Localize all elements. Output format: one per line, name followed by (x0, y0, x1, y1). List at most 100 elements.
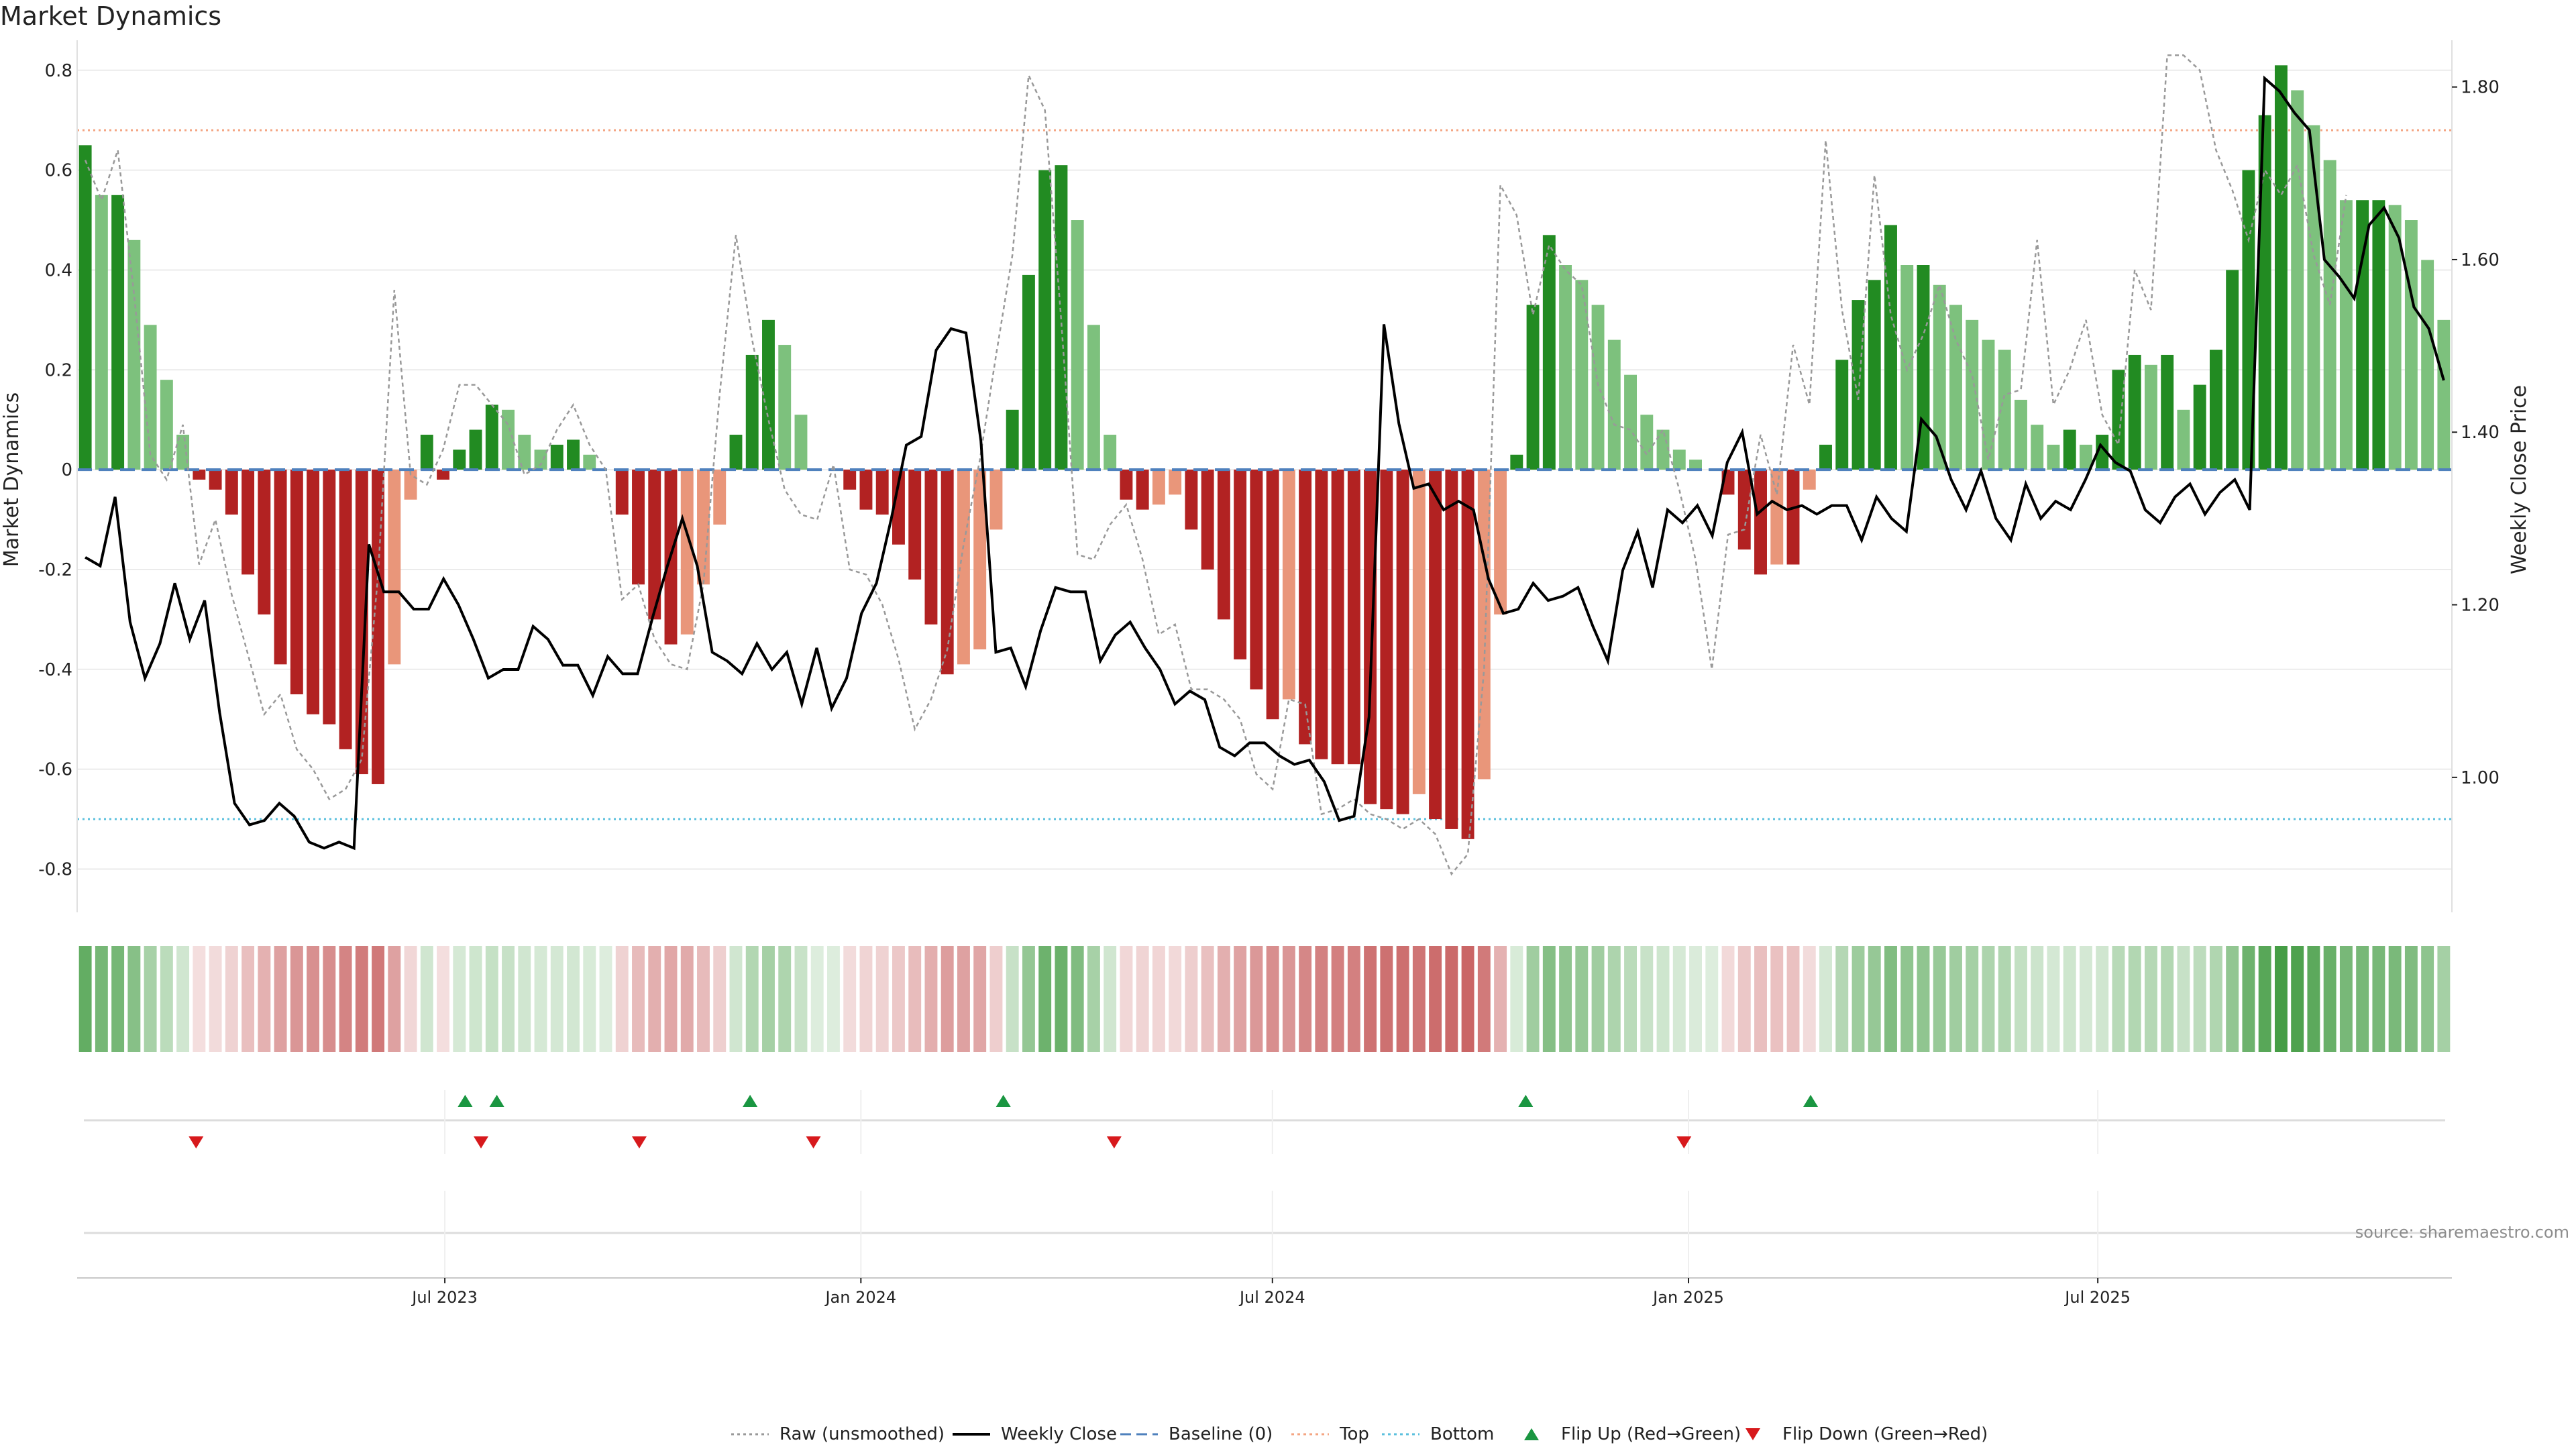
heat-cell (1347, 946, 1360, 1052)
heat-cell (127, 946, 141, 1052)
heat-cell (989, 946, 1003, 1052)
y-tick-label: -0.8 (38, 859, 72, 879)
heat-cell (274, 946, 287, 1052)
heat-cell (1071, 946, 1084, 1052)
bar (2291, 90, 2304, 470)
heat-cell (713, 946, 727, 1052)
bar (2096, 435, 2109, 470)
heat-cell (1689, 946, 1702, 1052)
heat-cell (859, 946, 873, 1052)
bar (1786, 470, 1800, 565)
bar (2323, 160, 2337, 470)
heat-cell (1234, 946, 1247, 1052)
bar (307, 470, 320, 714)
bar (2177, 409, 2190, 470)
bar (908, 470, 922, 580)
bar (1949, 305, 1962, 470)
bar (1884, 225, 1897, 470)
heat-cell (1104, 946, 1117, 1052)
bar (1998, 350, 2011, 470)
bar (697, 470, 710, 585)
bar (648, 470, 661, 620)
bar (778, 345, 792, 470)
legend-label: Bottom (1430, 1424, 1494, 1444)
heat-cell (1624, 946, 1638, 1052)
bar (1803, 470, 1816, 490)
heat-cell (2421, 946, 2434, 1052)
bar (875, 470, 889, 515)
bar (957, 470, 970, 665)
bar (225, 470, 238, 515)
heat-cell (144, 946, 157, 1052)
bar (2144, 364, 2157, 470)
flip-markers (84, 1090, 2445, 1278)
bar (1526, 305, 1540, 470)
heat-cell (2258, 946, 2271, 1052)
flip-up-marker (743, 1095, 758, 1107)
heat-cell (957, 946, 970, 1052)
heat-cell (2209, 946, 2222, 1052)
bar (1868, 280, 1881, 470)
flip-down-marker (1676, 1136, 1692, 1148)
bar-series (77, 65, 2452, 839)
heat-cell (2063, 946, 2076, 1052)
heat-cell (323, 946, 336, 1052)
heat-cell (1591, 946, 1605, 1052)
y-right-tick-label: 1.40 (2461, 423, 2500, 443)
y-tick-label: -0.6 (38, 760, 72, 780)
legend-item-close: Weekly Close (953, 1424, 1117, 1444)
heat-cell (225, 946, 238, 1052)
heat-cell (95, 946, 108, 1052)
bar (437, 470, 450, 480)
heat-cell (160, 946, 173, 1052)
legend-item-raw: Raw (unsmoothed) (731, 1424, 945, 1444)
heat-cell (1526, 946, 1540, 1052)
grid-layer (77, 69, 2452, 870)
heat-cell (1721, 946, 1735, 1052)
heat-cell (1884, 946, 1897, 1052)
y-tick-label: -0.4 (38, 660, 72, 680)
bar (680, 470, 694, 635)
heat-cell (778, 946, 792, 1052)
bar (1624, 374, 1638, 470)
bar (583, 454, 596, 470)
heat-cell (78, 946, 92, 1052)
y-tick-label: 0.6 (45, 161, 72, 181)
bar (209, 470, 222, 490)
heat-cell (1461, 946, 1474, 1052)
heat-cell (1803, 946, 1816, 1052)
heat-cell (241, 946, 255, 1052)
bar (1672, 449, 1686, 470)
bar (1250, 470, 1263, 690)
heat-cell (209, 946, 222, 1052)
bar (388, 470, 401, 665)
bar (989, 470, 1003, 530)
y-axis-label-right: Weekly Close Price (2508, 385, 2531, 574)
bar (274, 470, 287, 665)
heat-cell (2096, 946, 2109, 1052)
heat-cell (973, 946, 987, 1052)
heat-cell (2015, 946, 2027, 1052)
heat-cell (1851, 946, 1865, 1052)
bar (2063, 429, 2076, 470)
legend-label: Raw (unsmoothed) (780, 1424, 945, 1444)
bar (2307, 125, 2320, 470)
heat-cell (1656, 946, 1670, 1052)
bar (2421, 260, 2434, 470)
reference-lines (77, 129, 2452, 820)
heat-cell (355, 946, 368, 1052)
y-right-tick-label: 1.60 (2461, 250, 2500, 270)
bar (193, 470, 206, 480)
heat-cell (193, 946, 206, 1052)
bar (2193, 384, 2206, 470)
heat-cell (697, 946, 710, 1052)
bar (892, 470, 905, 545)
heat-cell (1966, 946, 1979, 1052)
bar (176, 435, 190, 470)
bar (1754, 470, 1767, 575)
bar (713, 470, 727, 525)
bar (1152, 470, 1165, 505)
bar (1559, 265, 1572, 470)
bar (241, 470, 255, 575)
bar (924, 470, 938, 625)
